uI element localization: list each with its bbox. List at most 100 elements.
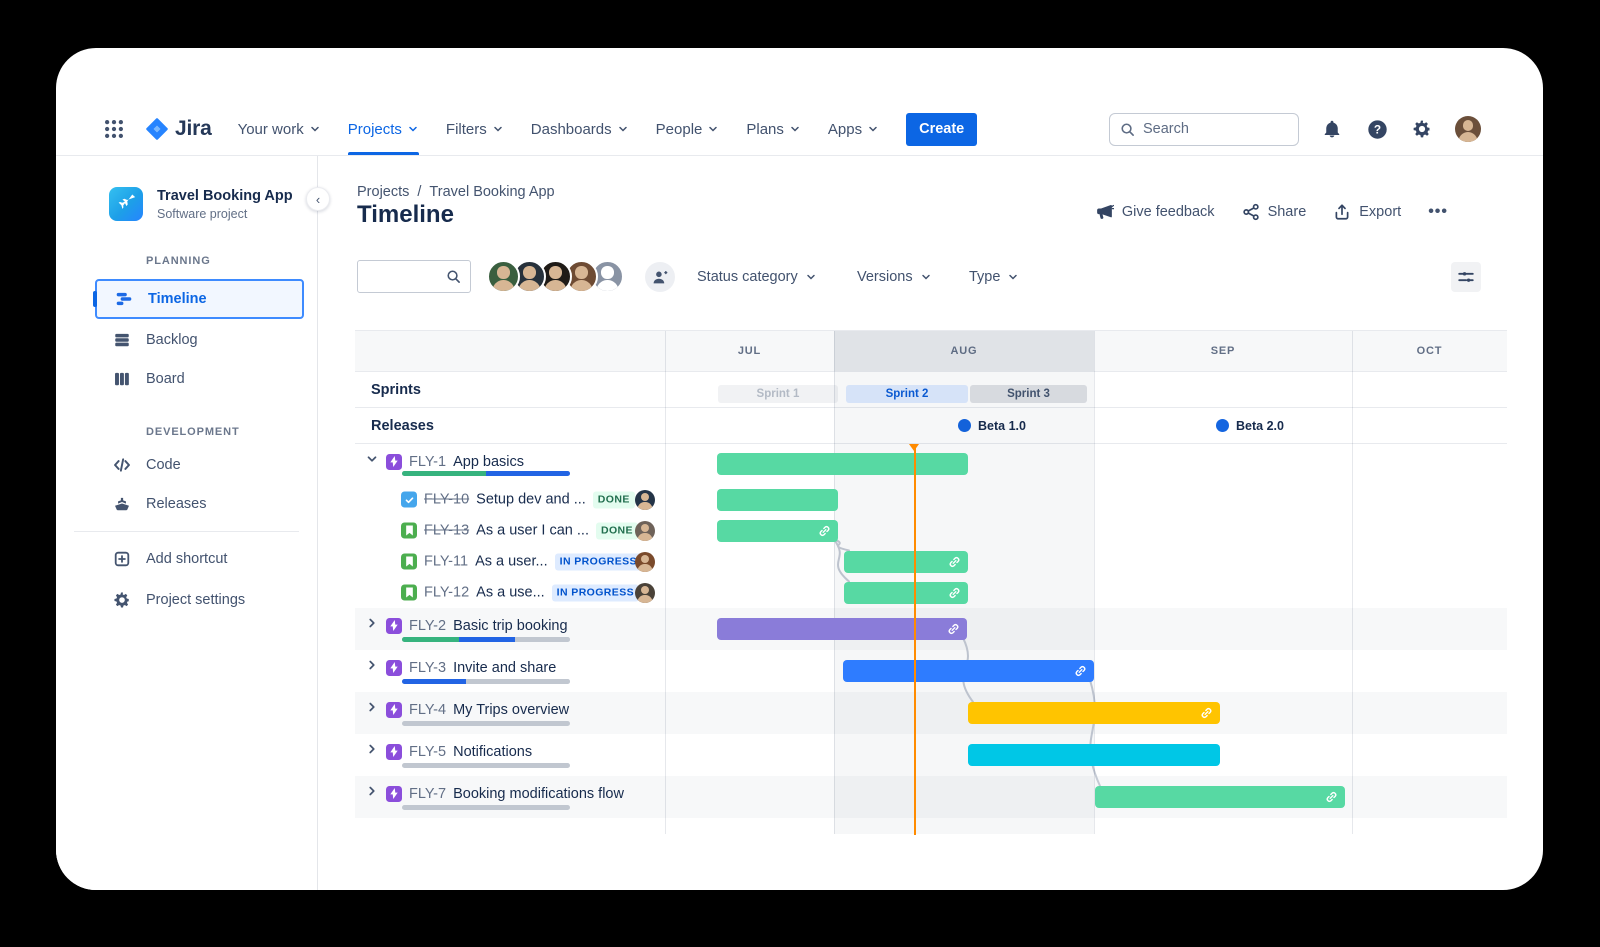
sidebar-item-board[interactable]: Board: [95, 364, 304, 394]
filter-dropdown-type[interactable]: Type: [969, 260, 1019, 293]
sidebar-collapse-button[interactable]: ‹: [306, 187, 330, 211]
timeline-bar-fly-10[interactable]: [717, 488, 839, 511]
breadcrumb-projects[interactable]: Projects: [357, 184, 410, 200]
notifications-bell-icon[interactable]: [1320, 117, 1344, 141]
chevron-down-icon[interactable]: [365, 452, 379, 471]
story-row-fly-12[interactable]: FLY-12 As a use... IN PROGRESS: [355, 577, 1507, 608]
chevron-right-icon[interactable]: [365, 742, 379, 761]
release-marker-beta-1.0[interactable]: Beta 1.0: [958, 419, 1026, 433]
timeline-bar-fly-7[interactable]: [1095, 786, 1345, 808]
global-search-input[interactable]: [1143, 121, 1273, 137]
timeline-search-input[interactable]: [357, 260, 471, 293]
global-search[interactable]: [1109, 112, 1299, 146]
share-button[interactable]: Share: [1242, 203, 1306, 221]
issue-title[interactable]: As a user I can ...: [476, 522, 589, 539]
epic-row-fly-5[interactable]: FLY-5 Notifications: [355, 734, 1507, 776]
view-settings-button[interactable]: [1451, 262, 1481, 292]
epic-row-fly-4[interactable]: FLY-4 My Trips overview: [355, 692, 1507, 734]
sprint-chip-sprint-3[interactable]: Sprint 3: [969, 385, 1087, 403]
issue-title[interactable]: My Trips overview: [453, 701, 570, 718]
nav-item-people[interactable]: People: [656, 103, 720, 155]
add-people-button[interactable]: [645, 262, 675, 292]
nav-item-dashboards[interactable]: Dashboards: [531, 103, 629, 155]
chevron-right-icon[interactable]: [365, 700, 379, 719]
avatar[interactable]: [487, 260, 520, 293]
issue-title[interactable]: App basics: [453, 453, 525, 470]
more-actions-button[interactable]: •••: [1428, 203, 1448, 220]
issue-key[interactable]: FLY-7: [409, 785, 447, 802]
filter-dropdown-status-category[interactable]: Status category: [697, 260, 817, 293]
issue-title[interactable]: As a user...: [475, 553, 548, 570]
jira-logo[interactable]: Jira: [146, 117, 212, 141]
epic-row-fly-2[interactable]: FLY-2 Basic trip booking: [355, 608, 1507, 650]
nav-item-apps[interactable]: Apps: [828, 103, 879, 155]
chevron-right-icon[interactable]: [365, 784, 379, 803]
month-header-jul: JUL: [665, 331, 834, 371]
story-row-fly-13[interactable]: FLY-13 As a user I can ... DONE: [355, 515, 1507, 546]
issue-title[interactable]: Setup dev and ...: [476, 491, 586, 508]
chevron-right-icon[interactable]: [365, 658, 379, 677]
settings-gear-icon[interactable]: [1410, 117, 1434, 141]
issue-key[interactable]: FLY-13: [424, 522, 470, 539]
issue-title[interactable]: Basic trip booking: [453, 617, 568, 634]
timeline-bar-fly-2[interactable]: [717, 618, 968, 640]
assignee-avatar[interactable]: [635, 582, 655, 603]
timeline-bar-fly-4[interactable]: [968, 702, 1221, 724]
export-button[interactable]: Export: [1333, 203, 1401, 221]
issue-key[interactable]: FLY-2: [409, 617, 447, 634]
breadcrumb-project[interactable]: Travel Booking App: [429, 184, 555, 200]
sidebar-item-timeline[interactable]: Timeline: [95, 279, 304, 319]
issue-title[interactable]: Notifications: [453, 743, 533, 760]
timeline-bar-fly-13[interactable]: [717, 519, 839, 542]
epic-progress-bar: [402, 805, 570, 810]
issue-title[interactable]: Invite and share: [453, 659, 557, 676]
give-feedback-button[interactable]: Give feedback: [1096, 203, 1215, 221]
timeline-bar-fly-5[interactable]: [968, 744, 1221, 766]
nav-item-projects[interactable]: Projects: [347, 103, 420, 155]
user-avatar[interactable]: [1455, 116, 1481, 142]
assignee-avatar[interactable]: [635, 520, 655, 541]
issue-title[interactable]: Booking modifications flow: [453, 785, 624, 802]
issue-key[interactable]: FLY-3: [409, 659, 447, 676]
sidebar-item-add-shortcut[interactable]: Add shortcut: [95, 544, 304, 574]
app-switcher-icon[interactable]: [104, 119, 124, 139]
timeline-bar-fly-3[interactable]: [842, 660, 1094, 682]
dropdown-label: Status category: [697, 268, 798, 285]
chevron-down-icon: [921, 274, 930, 280]
chevron-down-icon: [709, 126, 718, 132]
nav-item-label: Plans: [746, 120, 784, 138]
sprint-chip-sprint-2[interactable]: Sprint 2: [846, 385, 969, 403]
timeline-bar-fly-1[interactable]: [717, 453, 969, 475]
release-marker-beta-2.0[interactable]: Beta 2.0: [1216, 419, 1284, 433]
nav-item-your-work[interactable]: Your work: [238, 103, 321, 155]
sprint-chip-sprint-1[interactable]: Sprint 1: [717, 385, 838, 403]
timeline-bar-fly-12[interactable]: [844, 581, 969, 604]
avatar[interactable]: [539, 260, 572, 293]
help-icon[interactable]: ?: [1365, 117, 1389, 141]
sidebar-item-project-settings[interactable]: Project settings: [95, 585, 304, 615]
issue-key[interactable]: FLY-4: [409, 701, 447, 718]
issue-title[interactable]: As a use...: [476, 584, 545, 601]
issue-key[interactable]: FLY-11: [424, 553, 469, 570]
nav-item-plans[interactable]: Plans: [746, 103, 801, 155]
sidebar-item-backlog[interactable]: Backlog: [95, 325, 304, 355]
sidebar-item-releases[interactable]: Releases: [95, 489, 304, 519]
sidebar-item-code[interactable]: Code: [95, 450, 304, 480]
chevron-right-icon[interactable]: [365, 616, 379, 635]
issue-key[interactable]: FLY-5: [409, 743, 447, 760]
assignee-avatar[interactable]: [635, 489, 655, 510]
story-row-fly-11[interactable]: FLY-11 As a user... IN PROGRESS: [355, 546, 1507, 577]
story-row-fly-10[interactable]: FLY-10 Setup dev and ... DONE: [355, 484, 1507, 515]
epic-row-fly-3[interactable]: FLY-3 Invite and share: [355, 650, 1507, 692]
issue-key[interactable]: FLY-1: [409, 453, 447, 470]
assignee-avatar[interactable]: [635, 551, 655, 572]
dropdown-label: Versions: [857, 268, 913, 285]
issue-key[interactable]: FLY-12: [424, 584, 470, 601]
nav-item-filters[interactable]: Filters: [446, 103, 504, 155]
timeline-bar-fly-11[interactable]: [844, 550, 969, 573]
issue-key[interactable]: FLY-10: [424, 491, 470, 508]
filter-dropdown-versions[interactable]: Versions: [857, 260, 932, 293]
epic-row-fly-1[interactable]: FLY-1 App basics: [355, 444, 1507, 484]
create-button[interactable]: Create: [906, 112, 978, 146]
epic-row-fly-7[interactable]: FLY-7 Booking modifications flow: [355, 776, 1507, 818]
